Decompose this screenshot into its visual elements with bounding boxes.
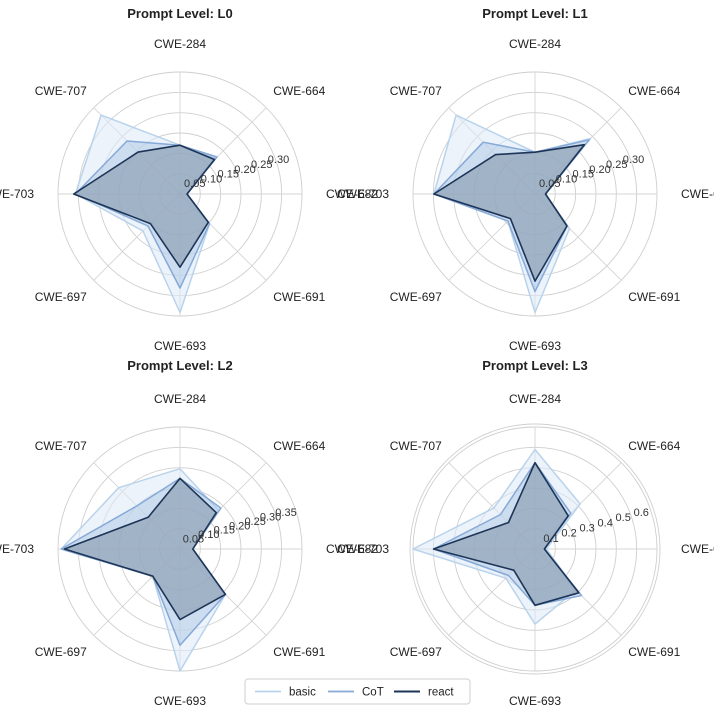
legend-box — [244, 678, 471, 705]
series-react-polygon — [432, 461, 580, 607]
tick-label: 0.4 — [598, 517, 613, 529]
axis-label: CWE-682 — [326, 542, 378, 556]
tick-label: 0.25 — [606, 159, 627, 171]
tick-label: 0.15 — [218, 169, 239, 181]
axis-label: CWE-693 — [154, 694, 206, 708]
axis-label: CWE-697 — [390, 645, 442, 659]
tick-label: 0.25 — [244, 516, 265, 528]
axis-label: CWE-703 — [337, 542, 389, 556]
tick-label: 0.20 — [589, 164, 610, 176]
tick-label: 0.20 — [234, 164, 255, 176]
tick-label: 0.5 — [616, 512, 631, 524]
axis-label: CWE-682 — [681, 187, 714, 201]
series-react-polygon — [63, 477, 227, 621]
axis-label: CWE-707 — [35, 84, 87, 98]
chart-title: Prompt Level: L2 — [127, 358, 232, 373]
tick-label: 0.15 — [573, 169, 594, 181]
axis-label: CWE-691 — [628, 290, 680, 304]
tick-label: 0.30 — [260, 511, 281, 523]
axis-label: CWE-682 — [681, 542, 714, 556]
tick-label: 0.10 — [556, 173, 577, 185]
axis-label: CWE-693 — [509, 339, 561, 353]
legend-label-cot: CoT — [362, 687, 384, 699]
radar-panel-2: Prompt Level: L1 0.050.100.150.200.250.30… — [337, 6, 714, 353]
axis-label: CWE-693 — [509, 694, 561, 708]
tick-label: 0.10 — [198, 529, 219, 541]
tick-label: 0.2 — [561, 528, 576, 540]
axis-label: CWE-707 — [390, 84, 442, 98]
tick-label: 0.25 — [251, 159, 272, 171]
grid-circle-outer — [409, 423, 661, 675]
axis-label: CWE-703 — [337, 187, 389, 201]
tick-label: 0.05 — [539, 178, 560, 190]
series-react-polygon — [72, 144, 216, 269]
axis-label: CWE-691 — [273, 290, 325, 304]
tick-label: 0.05 — [184, 178, 205, 190]
axis-label: CWE-703 — [0, 187, 34, 201]
tick-label: 0.20 — [229, 520, 250, 532]
tick-label: 0.30 — [623, 154, 644, 166]
legend-label-react: react — [428, 687, 454, 699]
tick-label: 0.1 — [543, 533, 558, 545]
axis-label: CWE-693 — [154, 339, 206, 353]
tick-label: 0.35 — [275, 507, 296, 519]
axis-label: CWE-664 — [628, 84, 680, 98]
axis-label: CWE-707 — [390, 439, 442, 453]
radar-panels: Prompt Level: L00.050.100.150.200.250.30… — [0, 6, 714, 708]
axis-label: CWE-682 — [326, 187, 378, 201]
radar-panel-1: Prompt Level: L0 0.050.100.150.200.250.30… — [0, 6, 378, 353]
tick-label: 0.15 — [214, 525, 235, 537]
axis-label: CWE-691 — [628, 645, 680, 659]
axis-label: CWE-697 — [390, 290, 442, 304]
axis-label: CWE-664 — [273, 84, 325, 98]
axis-label: CWE-284 — [154, 37, 206, 51]
chart-title: Prompt Level: L0 — [127, 6, 232, 21]
axis-label: CWE-284 — [154, 392, 206, 406]
axis-label: CWE-697 — [35, 290, 87, 304]
radar-panel-4: Prompt Level: L3 0.1 0.2 0.3 0.4 0.5 0.6 CWE-28… — [337, 358, 714, 708]
tick-label: 0.3 — [579, 522, 594, 534]
legend: basic CoT react — [244, 678, 471, 705]
tick-label: 0.10 — [201, 173, 222, 185]
axis-label: CWE-664 — [273, 439, 325, 453]
axis-label: CWE-284 — [509, 392, 561, 406]
series-react-polygon — [433, 143, 586, 282]
chart-title: Prompt Level: L1 — [482, 6, 587, 21]
axis-label: CWE-707 — [35, 439, 87, 453]
tick-label: 0.05 — [183, 534, 204, 546]
axis-label: CWE-284 — [509, 37, 561, 51]
radar-panel-3: Prompt Level: L2 0.050.100.150.200.250.30… — [0, 358, 378, 708]
axis-label: CWE-691 — [273, 645, 325, 659]
tick-label: 0.6 — [634, 507, 649, 519]
tick-label: 0.30 — [268, 154, 289, 166]
axis-label: CWE-703 — [0, 542, 34, 556]
axis-label: CWE-664 — [628, 439, 680, 453]
legend-label-basic: basic — [289, 687, 316, 699]
axis-label: CWE-697 — [35, 645, 87, 659]
chart-title: Prompt Level: L3 — [482, 358, 587, 373]
